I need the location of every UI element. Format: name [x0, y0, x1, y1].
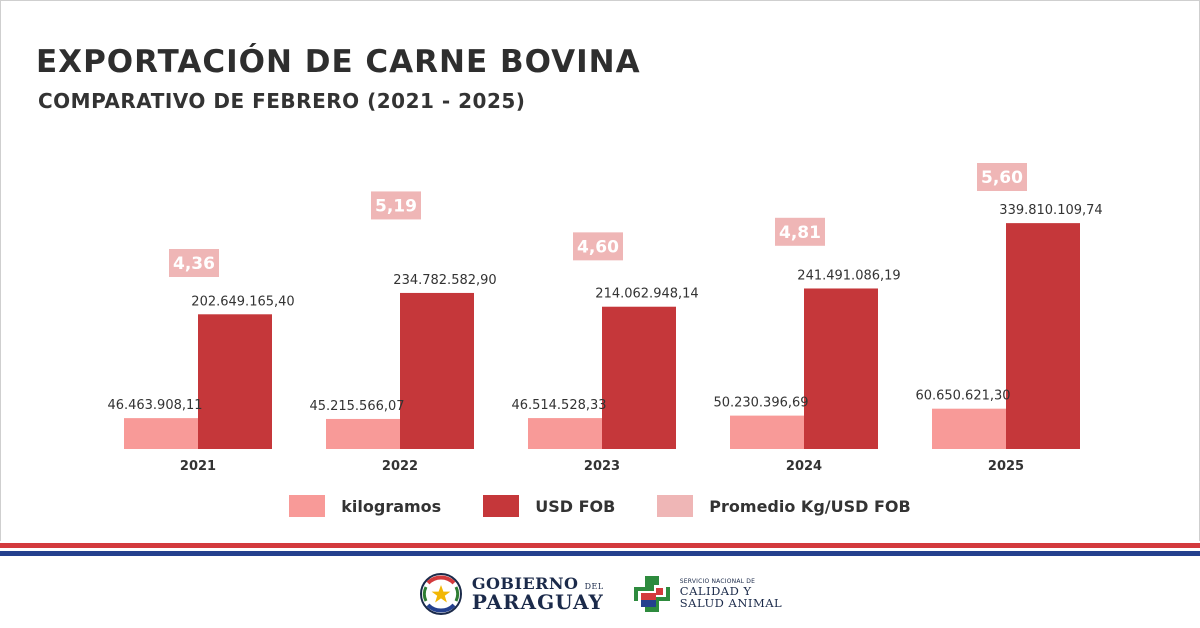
senacsa-cross-icon: [633, 576, 670, 612]
chart-title: EXPORTACIÓN DE CARNE BOVINA: [36, 44, 641, 80]
chart-subtitle: COMPARATIVO DE FEBRERO (2021 - 2025): [38, 89, 526, 113]
bar-usd-fob-2024: [804, 288, 878, 449]
senacsa-logo: SERVICIO NACIONAL DE CALIDAD Y SALUD ANI…: [632, 574, 782, 614]
promedio-label-2024: 4,81: [779, 223, 821, 243]
flag-stripe-blue: [0, 551, 1200, 556]
legend-label-promedio: Promedio Kg/USD FOB: [709, 496, 911, 516]
senacsa-line3: SALUD ANIMAL: [679, 596, 783, 611]
promedio-label-2022: 5,19: [375, 196, 417, 216]
promedio-label-2023: 4,60: [577, 237, 619, 257]
data-label-usd-fob-2023: 214.062.948,14: [595, 287, 698, 302]
senacsa-line2: CALIDAD Y: [679, 584, 752, 599]
bar-usd-fob-2021: [198, 314, 272, 449]
legend-swatch-kilogramos: [289, 495, 326, 517]
gobierno-del-text: DEL: [584, 582, 604, 591]
gobierno-paraguay-logo: GOBIERNO DEL PARAGUAY: [418, 571, 604, 617]
flag-stripe-red: [0, 543, 1200, 548]
legend-label-usd-fob: USD FOB: [535, 496, 616, 516]
data-label-kilogramos-2022: 45.215.566,07: [309, 399, 404, 414]
data-label-kilogramos-2021: 46.463.908,11: [107, 398, 202, 413]
promedio-badge-2025: [977, 163, 1027, 191]
bar-kilogramos-2025: [932, 408, 1006, 449]
bar-usd-fob-2023: [602, 306, 676, 449]
bar-chart: 46.463.908,11 202.649.165,40 2021 4,36 45.21…: [107, 163, 1103, 474]
bar-kilogramos-2022: [326, 418, 400, 449]
data-label-kilogramos-2023: 46.514.528,33: [511, 398, 606, 413]
gobierno-text: GOBIERNO: [471, 574, 579, 593]
x-tick-label-2022: 2022: [382, 459, 418, 474]
data-label-usd-fob-2022: 234.782.582,90: [393, 273, 496, 288]
x-tick-label-2023: 2023: [584, 459, 620, 474]
paraguay-text: PARAGUAY: [471, 590, 604, 614]
promedio-label-2021: 4,36: [173, 254, 215, 274]
bar-usd-fob-2022: [400, 292, 474, 449]
bar-kilogramos-2024: [730, 415, 804, 449]
data-label-kilogramos-2025: 60.650.621,30: [915, 389, 1010, 404]
bar-usd-fob-2025: [1006, 223, 1080, 449]
legend-item-usd-fob: USD FOB: [483, 495, 615, 517]
promedio-label-2025: 5,60: [981, 168, 1023, 188]
data-label-usd-fob-2025: 339.810.109,74: [999, 203, 1102, 218]
legend-swatch-usd-fob: [483, 495, 520, 517]
footer-logos: GOBIERNO DEL PARAGUAY SERVICIO NACIONAL …: [0, 560, 1200, 628]
promedio-badge-2021: [169, 249, 219, 277]
x-tick-label-2025: 2025: [988, 459, 1024, 474]
x-tick-label-2021: 2021: [180, 459, 216, 474]
x-tick-label-2024: 2024: [786, 459, 822, 474]
promedio-badge-2024: [775, 217, 825, 246]
chart-legend: kilogramos USD FOB Promedio Kg/USD FOB: [0, 495, 1200, 517]
paraguay-seal-icon: [419, 573, 462, 615]
senacsa-line1: SERVICIO NACIONAL DE: [679, 577, 756, 585]
legend-item-kilogramos: kilogramos: [289, 495, 441, 517]
promedio-badge-2023: [573, 232, 623, 261]
bar-kilogramos-2021: [124, 418, 198, 449]
legend-item-promedio: Promedio Kg/USD FOB: [657, 495, 911, 517]
legend-swatch-promedio: [657, 495, 694, 517]
data-label-usd-fob-2024: 241.491.086,19: [797, 268, 900, 283]
data-label-usd-fob-2021: 202.649.165,40: [191, 294, 294, 309]
bar-kilogramos-2023: [528, 418, 602, 449]
legend-label-kilogramos: kilogramos: [341, 496, 442, 516]
data-label-kilogramos-2024: 50.230.396,69: [713, 396, 808, 411]
promedio-badge-2022: [371, 191, 421, 220]
flag-stripe-white: [0, 548, 1200, 551]
